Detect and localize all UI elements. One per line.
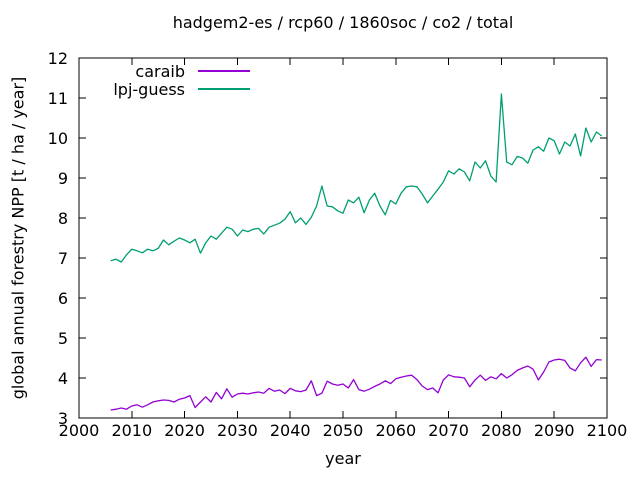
y-tick-label: 9 xyxy=(58,169,68,188)
x-tick-label: 2070 xyxy=(428,421,469,440)
x-tick-label: 2010 xyxy=(111,421,152,440)
x-tick-label: 2060 xyxy=(375,421,416,440)
x-tick-label: 2080 xyxy=(481,421,522,440)
legend-row-caraib: caraib xyxy=(79,61,250,81)
y-tick-label: 7 xyxy=(58,249,68,268)
series-line-caraib xyxy=(110,356,602,411)
x-tick-label: 2090 xyxy=(534,421,575,440)
y-tick-label: 10 xyxy=(48,129,68,148)
y-tick-label: 3 xyxy=(58,409,68,428)
legend-label-caraib: caraib xyxy=(135,61,185,81)
y-tick-label: 4 xyxy=(58,369,68,388)
legend-row-lpj-guess: lpj-guess xyxy=(79,79,250,99)
y-tick-label: 5 xyxy=(58,329,68,348)
y-tick-label: 6 xyxy=(58,289,68,308)
legend-line-sample-lpj-guess xyxy=(198,88,250,90)
y-tick-label: 12 xyxy=(48,49,68,68)
series-line-lpj-guess xyxy=(110,93,603,263)
legend: caraib lpj-guess xyxy=(79,61,250,99)
x-tick-label: 2000 xyxy=(59,421,100,440)
x-tick-label: 2030 xyxy=(217,421,258,440)
plot-border xyxy=(78,57,608,419)
x-axis-label: year xyxy=(325,449,361,468)
y-tick-label: 8 xyxy=(58,209,68,228)
y-tick-label: 11 xyxy=(48,89,68,108)
x-tick-label: 2040 xyxy=(270,421,311,440)
y-axis-label: global annual forestry NPP [t / ha / yea… xyxy=(8,76,28,400)
x-tick-label: 2020 xyxy=(164,421,205,440)
x-tick-label: 2100 xyxy=(587,421,628,440)
x-tick-label: 2050 xyxy=(323,421,364,440)
legend-line-sample-caraib xyxy=(198,70,250,72)
chart-title: hadgem2-es / rcp60 / 1860soc / co2 / tot… xyxy=(172,13,514,32)
legend-label-lpj-guess: lpj-guess xyxy=(113,79,185,99)
